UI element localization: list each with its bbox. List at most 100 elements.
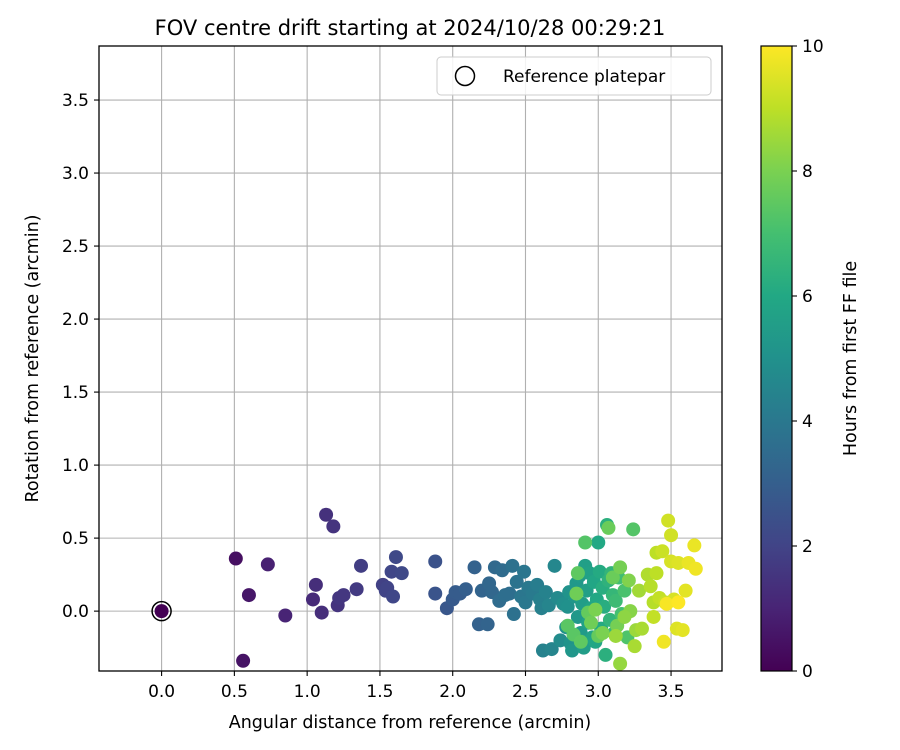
data-point (319, 507, 334, 522)
data-point (598, 647, 613, 662)
y-tick-label: 0.5 (62, 529, 89, 549)
data-point (260, 557, 275, 572)
x-axis-ticks: 0.0 0.5 1.0 1.5 2.0 2.5 3.0 3.5 (148, 671, 685, 702)
data-point (314, 605, 329, 620)
data-point (305, 592, 320, 607)
y-tick-label: 3.5 (62, 91, 89, 111)
y-tick-label: 3.0 (62, 164, 89, 184)
legend-reference-marker (454, 65, 476, 87)
data-point (661, 513, 676, 528)
data-point (502, 586, 517, 601)
y-tick-label: 1.5 (62, 383, 89, 403)
data-point (595, 626, 610, 641)
data-point (506, 607, 521, 622)
data-point (608, 593, 623, 608)
y-axis-label: Rotation from reference (arcmin) (23, 215, 43, 503)
x-tick-label: 3.5 (658, 682, 685, 702)
colorbar-ticks: 0 2 4 6 8 10 (792, 37, 824, 682)
legend-box (436, 56, 712, 96)
data-point (646, 609, 661, 624)
data-point (664, 528, 679, 543)
x-tick-label: 3.0 (585, 682, 612, 702)
legend: Reference platepar (436, 56, 712, 96)
x-tick-label: 2.5 (512, 682, 539, 702)
data-point (578, 535, 593, 550)
grid (99, 46, 722, 671)
data-point (458, 582, 473, 597)
data-point (228, 551, 243, 566)
data-point (428, 586, 443, 601)
data-point (675, 623, 690, 638)
data-point (632, 583, 647, 598)
data-points (154, 507, 703, 671)
colorbar-tick-label: 8 (802, 162, 813, 182)
x-tick-label: 0.5 (221, 682, 248, 702)
data-point (538, 585, 553, 600)
data-point (643, 579, 658, 594)
y-tick-label: 0.0 (62, 602, 89, 622)
data-point (583, 615, 598, 630)
data-point (505, 558, 520, 573)
data-point (569, 586, 584, 601)
data-point (678, 583, 693, 598)
data-point (480, 617, 495, 632)
data-point (659, 596, 674, 611)
data-point (688, 561, 703, 576)
data-point (608, 628, 623, 643)
x-tick-label: 2.0 (439, 682, 466, 702)
x-tick-label: 0.0 (148, 682, 175, 702)
colorbar-tick-label: 4 (802, 412, 813, 432)
data-point (428, 554, 443, 569)
data-point (671, 555, 686, 570)
data-point (626, 522, 641, 537)
colorbar-label: Hours from first FF file (841, 261, 861, 456)
x-tick-label: 1.5 (366, 682, 393, 702)
data-point (613, 656, 628, 671)
data-point (467, 560, 482, 575)
data-point (308, 577, 323, 592)
data-point (588, 602, 603, 617)
data-point (649, 566, 664, 581)
data-point (655, 544, 670, 559)
data-point (394, 566, 409, 581)
data-point (241, 588, 256, 603)
plot-frame (98, 45, 723, 672)
colorbar (761, 46, 792, 671)
data-point (591, 535, 606, 550)
data-point (573, 634, 588, 649)
data-point (326, 519, 341, 534)
data-point (634, 621, 649, 636)
data-point (687, 538, 702, 553)
data-point (613, 560, 628, 575)
data-point (671, 595, 686, 610)
data-point (656, 634, 671, 649)
data-point (627, 639, 642, 654)
data-point (517, 564, 532, 579)
data-point (617, 609, 632, 624)
data-point (544, 642, 559, 657)
colorbar-tick-label: 0 (802, 662, 813, 682)
data-point (388, 550, 403, 565)
x-axis-label: Angular distance from reference (arcmin) (229, 713, 592, 733)
data-point (354, 558, 369, 573)
data-point (154, 604, 169, 619)
colorbar-tick-label: 6 (802, 287, 813, 307)
data-point (570, 566, 585, 581)
reference-platepar-marker (151, 600, 172, 622)
data-point (386, 589, 401, 604)
colorbar-tick-label: 2 (802, 537, 813, 557)
data-point (349, 582, 364, 597)
data-point (592, 564, 607, 579)
data-point (565, 643, 580, 658)
y-axis-ticks: 0.0 0.5 1.0 1.5 2.0 2.5 3.0 3.5 (62, 91, 99, 622)
data-point (509, 574, 524, 589)
data-point (621, 573, 636, 588)
y-tick-label: 2.5 (62, 237, 89, 257)
data-point (547, 558, 562, 573)
data-point (278, 608, 293, 623)
data-point (605, 570, 620, 585)
colorbar-frame (760, 45, 793, 672)
chart-title: FOV centre drift starting at 2024/10/28 … (155, 16, 666, 40)
